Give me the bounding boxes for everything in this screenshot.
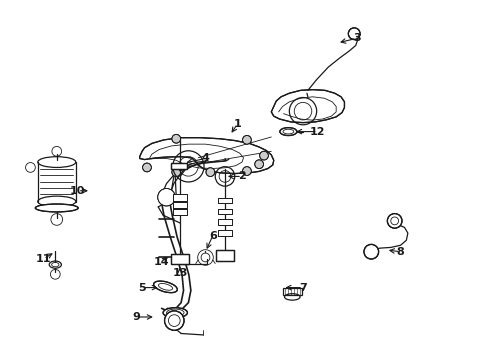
Ellipse shape	[279, 128, 296, 135]
Bar	[171, 253, 188, 264]
Text: 14: 14	[154, 257, 169, 267]
Circle shape	[363, 244, 378, 259]
Text: 5: 5	[138, 283, 145, 293]
Text: 1: 1	[233, 120, 241, 129]
Text: 6: 6	[208, 231, 216, 240]
Circle shape	[242, 167, 251, 175]
Circle shape	[254, 160, 263, 168]
Bar	[216, 250, 233, 261]
Bar	[172, 202, 187, 208]
Text: 11: 11	[36, 254, 51, 264]
Circle shape	[158, 188, 175, 206]
Ellipse shape	[35, 204, 78, 212]
Text: 8: 8	[396, 247, 404, 257]
Text: 2: 2	[238, 171, 245, 181]
Bar	[172, 209, 187, 215]
Bar	[171, 163, 186, 168]
Text: 3: 3	[352, 33, 360, 43]
Text: 10: 10	[70, 186, 85, 196]
Circle shape	[205, 168, 214, 176]
Polygon shape	[140, 138, 273, 174]
Circle shape	[242, 135, 251, 144]
Bar	[218, 230, 231, 235]
Bar	[218, 198, 231, 203]
Circle shape	[171, 134, 180, 143]
Ellipse shape	[153, 281, 177, 293]
Circle shape	[171, 168, 180, 176]
Bar	[282, 288, 302, 296]
Bar	[218, 198, 231, 203]
Circle shape	[164, 311, 183, 330]
Bar	[172, 194, 187, 201]
Bar	[218, 209, 231, 214]
Circle shape	[142, 163, 151, 172]
Text: 12: 12	[309, 127, 325, 136]
Bar	[218, 220, 231, 225]
Ellipse shape	[163, 308, 187, 318]
Text: 9: 9	[132, 312, 140, 322]
Bar	[171, 163, 186, 168]
Circle shape	[347, 28, 359, 40]
Bar	[218, 230, 231, 235]
Bar	[218, 220, 231, 225]
Bar	[172, 209, 187, 215]
Bar	[171, 253, 188, 264]
Bar	[218, 209, 231, 214]
Bar	[172, 194, 187, 201]
Text: 4: 4	[201, 153, 209, 163]
Bar	[172, 202, 187, 208]
Polygon shape	[271, 90, 344, 123]
Text: 13: 13	[172, 268, 187, 278]
Text: 7: 7	[299, 283, 306, 293]
Circle shape	[259, 151, 268, 160]
Circle shape	[386, 213, 401, 228]
Bar	[216, 250, 233, 261]
